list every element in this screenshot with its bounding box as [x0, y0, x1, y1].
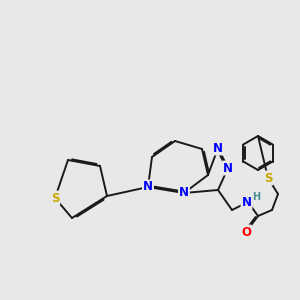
- Text: O: O: [241, 226, 251, 238]
- Text: N: N: [223, 161, 233, 175]
- Text: S: S: [51, 191, 59, 205]
- Text: H: H: [252, 193, 260, 202]
- Text: S: S: [264, 172, 272, 184]
- Text: N: N: [179, 187, 189, 200]
- Text: N: N: [143, 181, 153, 194]
- Text: N: N: [242, 196, 251, 208]
- Text: N: N: [213, 142, 223, 154]
